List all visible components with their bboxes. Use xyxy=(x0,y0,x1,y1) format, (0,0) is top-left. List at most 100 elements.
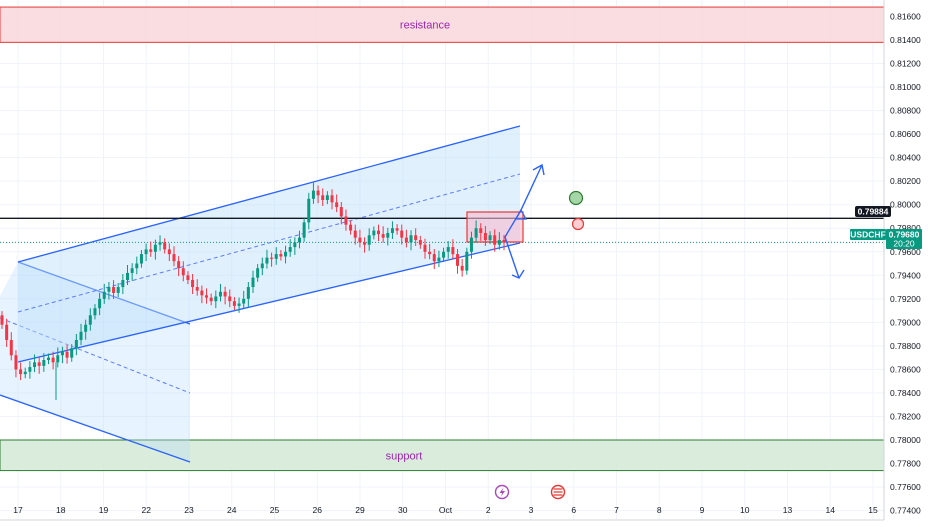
candle-body xyxy=(112,287,116,293)
time-tick-label: 15 xyxy=(868,505,878,515)
price-axis[interactable]: 0.81600 0.81400 0.81200 0.81000 0.80800 0.806… xyxy=(883,0,931,527)
time-tick-label: 7 xyxy=(614,505,619,515)
candle-body xyxy=(177,261,181,269)
lightning-bolt-icon xyxy=(499,487,505,497)
candle-body xyxy=(493,235,497,245)
candle-body xyxy=(446,247,450,252)
time-tick-label: 19 xyxy=(99,505,109,515)
time-tick-label: 2 xyxy=(486,505,491,515)
candle-body xyxy=(302,222,306,238)
candle-body xyxy=(135,263,139,269)
candle-body xyxy=(251,277,255,288)
candle-body xyxy=(488,235,492,240)
candle-body xyxy=(395,228,399,231)
candle-body xyxy=(28,367,32,372)
candle-body xyxy=(404,237,408,243)
red-target-circle[interactable] xyxy=(571,217,585,231)
time-tick-label: 17 xyxy=(13,505,23,515)
candle-body xyxy=(381,234,385,238)
candle-body xyxy=(167,249,171,255)
ascending-channel-midline[interactable] xyxy=(17,173,521,313)
candle-body xyxy=(195,287,199,291)
time-tick-label: 24 xyxy=(227,505,237,515)
price-tick-label: 0.79800 xyxy=(890,223,921,233)
time-tick-label: 10 xyxy=(740,505,750,515)
ascending-channel-lower-line[interactable] xyxy=(17,242,521,363)
bar-countdown-text: 20:20 xyxy=(893,239,915,249)
candle-body xyxy=(214,296,218,302)
descending-channel-lower-line[interactable] xyxy=(0,394,191,463)
price-tick-label: 0.80800 xyxy=(890,106,921,116)
candle-body xyxy=(228,296,232,302)
price-tick-label: 0.78400 xyxy=(890,388,921,398)
candle-body xyxy=(223,291,227,297)
descending-channel-midline[interactable] xyxy=(0,317,191,394)
time-tick-label: 23 xyxy=(184,505,194,515)
price-tick-label: 0.77400 xyxy=(890,506,921,516)
candle-body xyxy=(200,290,204,296)
candle-body xyxy=(126,272,129,280)
candle-body xyxy=(218,291,222,297)
candle-body xyxy=(37,362,41,366)
candle-body xyxy=(460,265,464,271)
candle-body xyxy=(153,244,157,252)
price-tick-label: 0.80400 xyxy=(890,153,921,163)
resistance-label: resistance xyxy=(400,20,450,32)
candle-body xyxy=(497,240,501,245)
symbol-tag-text: USDCHF xyxy=(850,230,885,240)
symbol-tag-background xyxy=(850,229,886,240)
candle-body xyxy=(363,242,367,245)
price-tick-label: 0.81000 xyxy=(890,82,921,92)
resistance-zone[interactable] xyxy=(0,6,885,43)
price-tick-label: 0.79000 xyxy=(890,317,921,327)
candle-body xyxy=(158,242,162,245)
candle-body xyxy=(56,355,60,363)
candle-body xyxy=(307,198,311,223)
price-tick-label: 0.80600 xyxy=(890,129,921,139)
candle-body xyxy=(325,195,329,200)
price-tick-label: 0.78200 xyxy=(890,411,921,421)
us-flag-stripes-icon xyxy=(553,488,563,496)
last-price-text: 0.79680 xyxy=(889,230,920,240)
last-price-tag[interactable]: USDCHF 0.79680 20:20 xyxy=(850,229,922,249)
candle-body xyxy=(279,254,283,257)
candle-body xyxy=(33,362,37,368)
candle-body xyxy=(358,237,362,243)
candle-body xyxy=(479,228,483,233)
candle-body xyxy=(46,357,50,360)
time-tick-label: 18 xyxy=(56,505,66,515)
ascending-channel-upper-line[interactable] xyxy=(17,125,521,263)
horizontal-line-tag[interactable]: 0.79884 xyxy=(855,206,891,217)
candle-body xyxy=(386,232,390,238)
price-tick-label: 0.79600 xyxy=(890,247,921,257)
candle-body xyxy=(418,240,422,245)
time-tick-label: 14 xyxy=(826,505,836,515)
candle-body xyxy=(172,254,176,262)
time-axis[interactable]: 17 18 19 22 23 24 25 26 29 30 Oct 2 3 6 7 8 9 10 13 14 15 xyxy=(0,505,884,521)
time-tick-label: 30 xyxy=(398,505,408,515)
candle-body xyxy=(349,224,353,231)
time-tick-label: Oct xyxy=(439,505,453,515)
candle-body xyxy=(414,235,418,240)
price-axis-background xyxy=(884,0,931,527)
support-label: support xyxy=(386,450,423,462)
candle-body xyxy=(465,251,469,271)
candle-body xyxy=(9,340,13,356)
candle-body xyxy=(409,235,413,243)
candle-body xyxy=(428,251,432,255)
price-tick-label: 0.78600 xyxy=(890,364,921,374)
bearish-projection-path[interactable] xyxy=(504,236,520,279)
support-zone[interactable] xyxy=(0,439,885,472)
last-price-tag-background xyxy=(886,229,922,249)
price-tick-label: 0.80200 xyxy=(890,176,921,186)
green-target-circle[interactable] xyxy=(568,190,584,206)
candle-body xyxy=(19,369,23,375)
candle-body xyxy=(242,298,246,304)
event-icons[interactable] xyxy=(494,484,566,500)
candle-body xyxy=(367,235,371,245)
candle-body xyxy=(284,251,288,257)
annotations xyxy=(504,163,585,279)
candle-body xyxy=(98,298,102,309)
drawings xyxy=(0,125,884,463)
